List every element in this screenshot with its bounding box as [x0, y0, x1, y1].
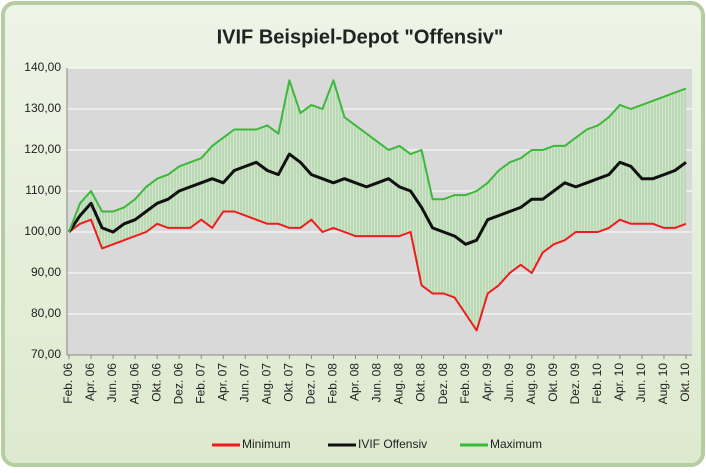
x-tick-label: Jun. 08 — [370, 363, 384, 403]
x-tick-label: Okt. 06 — [149, 363, 163, 402]
x-tick-label: Feb. 06 — [61, 363, 75, 404]
series-line — [68, 210, 687, 332]
x-tick-label: Okt. 07 — [282, 363, 296, 402]
x-tick-label: Jun. 09 — [502, 363, 516, 403]
x-tick-label: Dez. 07 — [304, 363, 318, 405]
y-tick-label: 120,00 — [24, 142, 61, 156]
x-tick-label: Feb. 09 — [458, 363, 472, 404]
y-tick-label: 80,00 — [31, 306, 61, 320]
y-tick-label: 130,00 — [24, 101, 61, 115]
x-tick-label: Okt. 08 — [414, 363, 428, 402]
x-tick-label: Jun. 10 — [634, 363, 648, 403]
x-tick-label: Okt. 10 — [678, 363, 692, 402]
x-tick-label: Jun. 07 — [237, 363, 251, 403]
x-tick-label: Feb. 07 — [193, 363, 207, 404]
x-tick-label: Aug. 07 — [259, 363, 273, 405]
series-line — [68, 79, 687, 233]
x-tick-label: Jun. 06 — [105, 363, 119, 403]
x-tick-label: Aug. 09 — [524, 363, 538, 405]
x-tick-label: Aug. 08 — [392, 363, 406, 405]
legend-label: IVIF Offensiv — [358, 437, 427, 451]
legend-label: Minimum — [242, 437, 291, 451]
x-tick-label: Feb. 08 — [326, 363, 340, 404]
x-tick-label: Okt. 09 — [546, 363, 560, 402]
x-tick-label: Dez. 09 — [568, 363, 582, 405]
x-tick-label: Apr. 08 — [348, 363, 362, 401]
y-tick-label: 100,00 — [24, 224, 61, 238]
x-tick-label: Feb. 10 — [590, 363, 604, 404]
x-tick-label: Apr. 07 — [215, 363, 229, 401]
range-band — [69, 80, 686, 331]
x-tick-label: Aug. 10 — [656, 363, 670, 405]
series-line — [67, 152, 687, 246]
y-tick-label: 90,00 — [31, 265, 61, 279]
y-tick-label: 70,00 — [31, 347, 61, 361]
x-tick-label: Apr. 09 — [480, 363, 494, 401]
x-tick-label: Aug. 06 — [127, 363, 141, 405]
x-tick-label: Apr. 06 — [83, 363, 97, 401]
x-tick-label: Dez. 06 — [171, 363, 185, 405]
x-tick-label: Apr. 10 — [612, 363, 626, 401]
chart-title: IVIF Beispiel-Depot "Offensiv" — [217, 26, 504, 48]
legend-label: Maximum — [490, 437, 542, 451]
x-tick-label: Dez. 08 — [436, 363, 450, 405]
y-tick-label: 140,00 — [24, 60, 61, 74]
y-tick-label: 110,00 — [25, 183, 61, 197]
